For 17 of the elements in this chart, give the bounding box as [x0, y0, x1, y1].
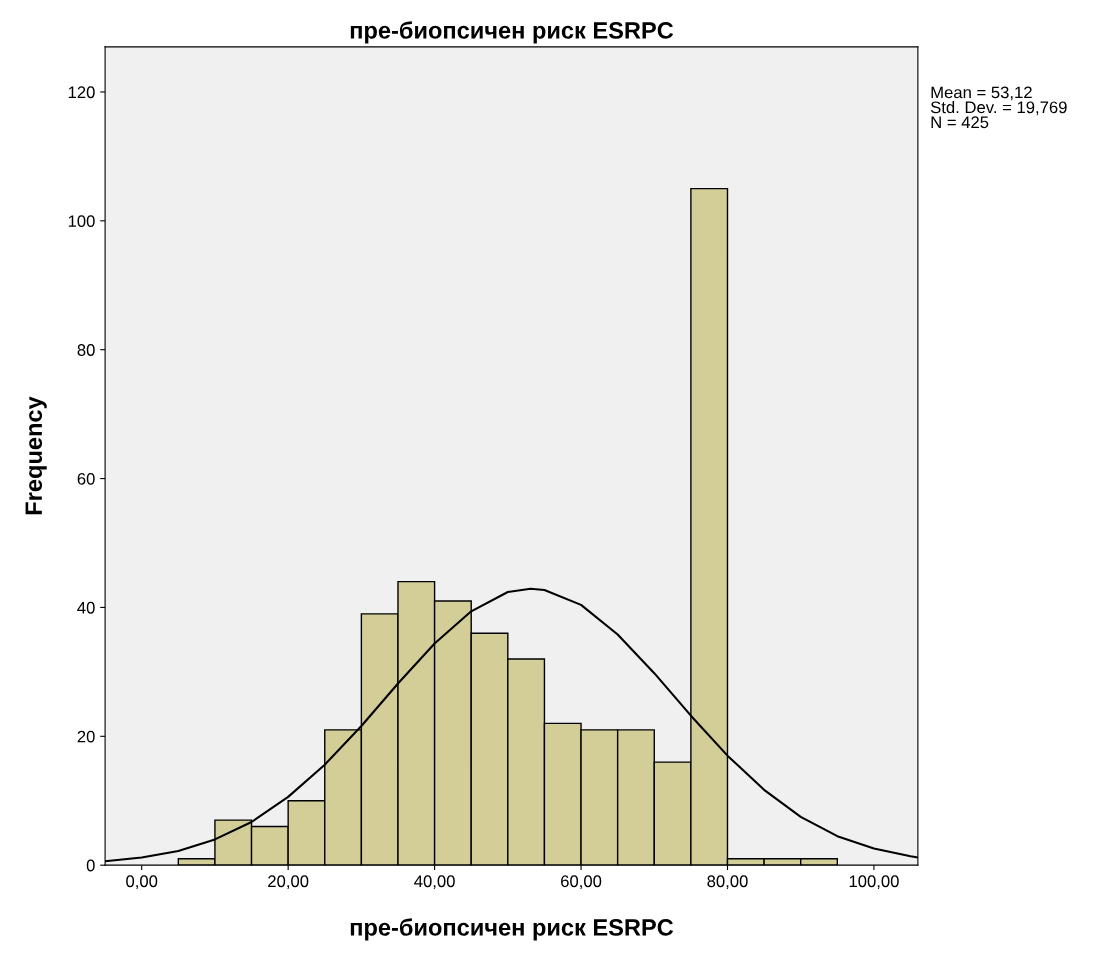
y-tick-label: 100	[68, 215, 95, 228]
chart-title: пре-биопсичен риск ESRPC	[350, 21, 674, 44]
y-tick-label: 40	[77, 601, 95, 614]
y-tick-label: 80	[77, 344, 95, 356]
text: Mean = 53,12 Std. Dev. = 19,769 N = 425	[930, 86, 1067, 129]
x-tick-label: 60,00	[561, 875, 602, 890]
x-axis-title: пре-биопсичен риск ESRPC	[350, 918, 674, 941]
x-tick-label: 0,00	[126, 875, 158, 890]
y-tick-label: 60	[77, 472, 95, 485]
x-tick-label: 20,00	[268, 875, 309, 890]
x-tick-label: 40,00	[414, 875, 455, 890]
y-tick-label: 0	[86, 859, 95, 872]
y-tick-label: 120	[68, 86, 95, 99]
x-tick-label: 80,00	[707, 875, 748, 890]
y-axis-title: Frequency	[25, 396, 47, 515]
y-tick-label: 20	[77, 730, 95, 743]
x-tick-label: 100,00	[849, 875, 899, 890]
